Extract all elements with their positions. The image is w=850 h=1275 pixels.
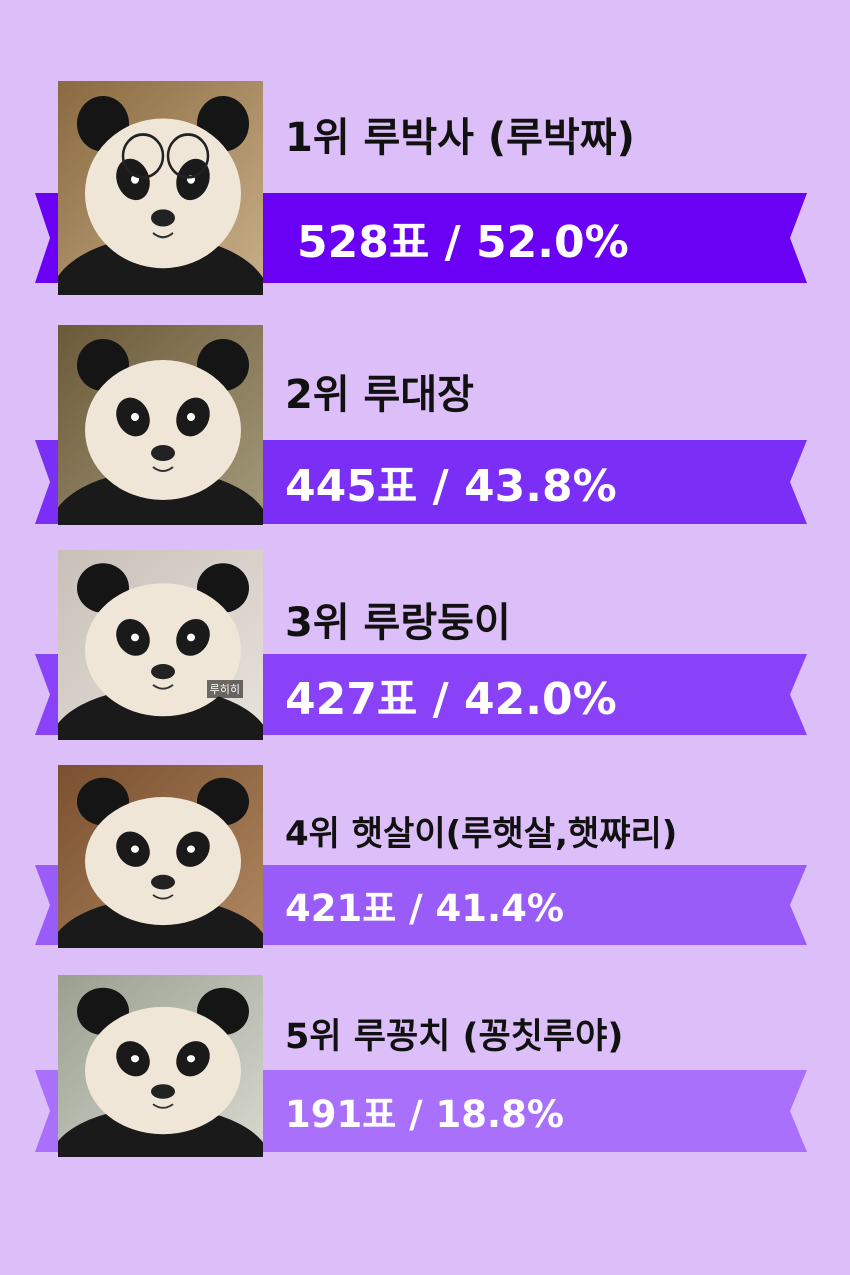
rank-title: 4위 햇살이(루햇살,햇쨔리): [285, 814, 678, 854]
panda-face-closeup-photo: [58, 975, 263, 1157]
panda-climbing-branch-photo: [58, 325, 263, 525]
rank-title: 5위 루꽁치 (꽁칫루야): [285, 1017, 624, 1057]
vote-result: 528표 / 52.0%: [297, 217, 629, 268]
photo-caption: 루히히: [206, 680, 243, 698]
vote-result: 445표 / 43.8%: [285, 461, 617, 512]
vote-result: 191표 / 18.8%: [285, 1093, 564, 1136]
vote-result: 421표 / 41.4%: [285, 887, 564, 930]
vote-result: 427표 / 42.0%: [285, 673, 617, 725]
rank-title: 2위 루대장: [285, 372, 474, 418]
panda-with-glasses-photo: [58, 81, 263, 295]
panda-lying-face-photo: 루히히: [58, 550, 263, 740]
rank-title: 3위 루랑둥이: [285, 600, 511, 646]
panda-smiling-photo: [58, 765, 263, 948]
rank-title: 1위 루박사 (루박짜): [285, 115, 635, 161]
